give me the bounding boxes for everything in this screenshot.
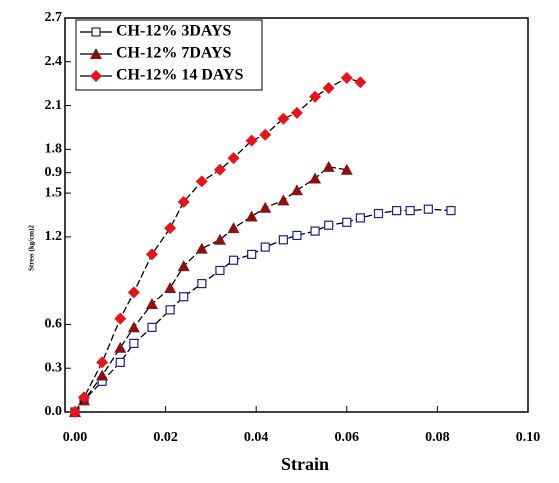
x-tick-label: 0.08	[425, 430, 450, 445]
marker	[115, 357, 125, 367]
marker	[145, 298, 158, 310]
marker	[446, 206, 456, 216]
marker	[245, 134, 258, 147]
y-tick-label: 1.8	[45, 142, 63, 157]
marker	[423, 204, 433, 214]
marker	[177, 260, 190, 272]
y-tick-label: 1.5	[45, 185, 63, 200]
marker	[228, 255, 239, 265]
marker	[215, 265, 225, 276]
x-tick-label: 0.02	[153, 430, 178, 445]
marker	[177, 195, 190, 208]
marker	[354, 76, 367, 89]
marker	[147, 322, 157, 332]
marker	[197, 278, 207, 289]
marker	[114, 341, 127, 353]
marker	[68, 406, 81, 418]
marker	[164, 222, 177, 235]
marker	[78, 391, 91, 404]
legend-marker	[90, 48, 102, 59]
y-tick-label: 1.2	[45, 229, 63, 244]
x-tick-label: 0.00	[63, 430, 88, 445]
marker	[290, 184, 303, 196]
marker	[292, 230, 302, 241]
x-tick-label: 0.06	[335, 430, 360, 445]
series-line	[74, 208, 452, 413]
y-tick-label: 0.6	[45, 317, 63, 332]
marker	[392, 206, 402, 216]
marker	[213, 233, 226, 245]
marker	[127, 321, 140, 333]
marker	[114, 312, 127, 325]
marker	[309, 90, 322, 103]
x-tick-label: 0.04	[244, 430, 269, 445]
legend-label: CH-12% 7DAYS	[116, 45, 232, 62]
x-axis-label: Strain	[281, 454, 329, 474]
marker	[324, 220, 334, 230]
marker	[195, 242, 208, 254]
marker	[290, 106, 303, 119]
x-tick-label: 0.10	[516, 430, 541, 445]
marker	[340, 163, 353, 175]
marker	[179, 292, 189, 302]
y-tick-label: 0.9	[45, 165, 63, 180]
y-tick-label: 2.7	[45, 10, 63, 25]
marker	[322, 82, 335, 95]
legend-marker	[90, 70, 102, 82]
y-axis-label: Stress (kg/cm)2	[28, 225, 36, 271]
marker	[145, 248, 158, 261]
marker	[227, 222, 240, 234]
marker	[227, 152, 240, 165]
marker	[278, 235, 288, 245]
marker	[165, 305, 175, 315]
marker	[127, 286, 140, 299]
marker	[195, 175, 208, 188]
y-tick-label: 2.1	[45, 98, 63, 113]
marker	[96, 369, 109, 381]
marker	[259, 128, 272, 141]
marker	[129, 338, 139, 349]
marker	[259, 201, 272, 213]
marker	[405, 206, 415, 216]
y-tick-label: 0.0	[45, 404, 63, 419]
legend-marker	[91, 27, 101, 37]
marker	[247, 249, 257, 259]
marker	[373, 208, 384, 219]
marker	[277, 194, 290, 206]
marker	[355, 213, 365, 223]
marker	[309, 172, 322, 184]
marker	[322, 160, 335, 172]
series-line	[74, 166, 347, 413]
marker	[342, 217, 352, 227]
y-tick-label: 2.4	[45, 54, 63, 69]
marker	[245, 210, 258, 222]
marker	[310, 226, 320, 236]
marker	[213, 163, 226, 176]
marker	[340, 71, 353, 84]
marker	[164, 281, 177, 293]
plot-frame	[64, 17, 529, 413]
legend-label: CH-12% 3DAYS	[116, 23, 232, 40]
y-tick-label: 0.3	[45, 360, 63, 375]
marker	[260, 242, 270, 252]
legend-label: CH-12% 14 DAYS	[116, 67, 244, 84]
marker	[277, 112, 290, 125]
marker	[96, 356, 109, 369]
